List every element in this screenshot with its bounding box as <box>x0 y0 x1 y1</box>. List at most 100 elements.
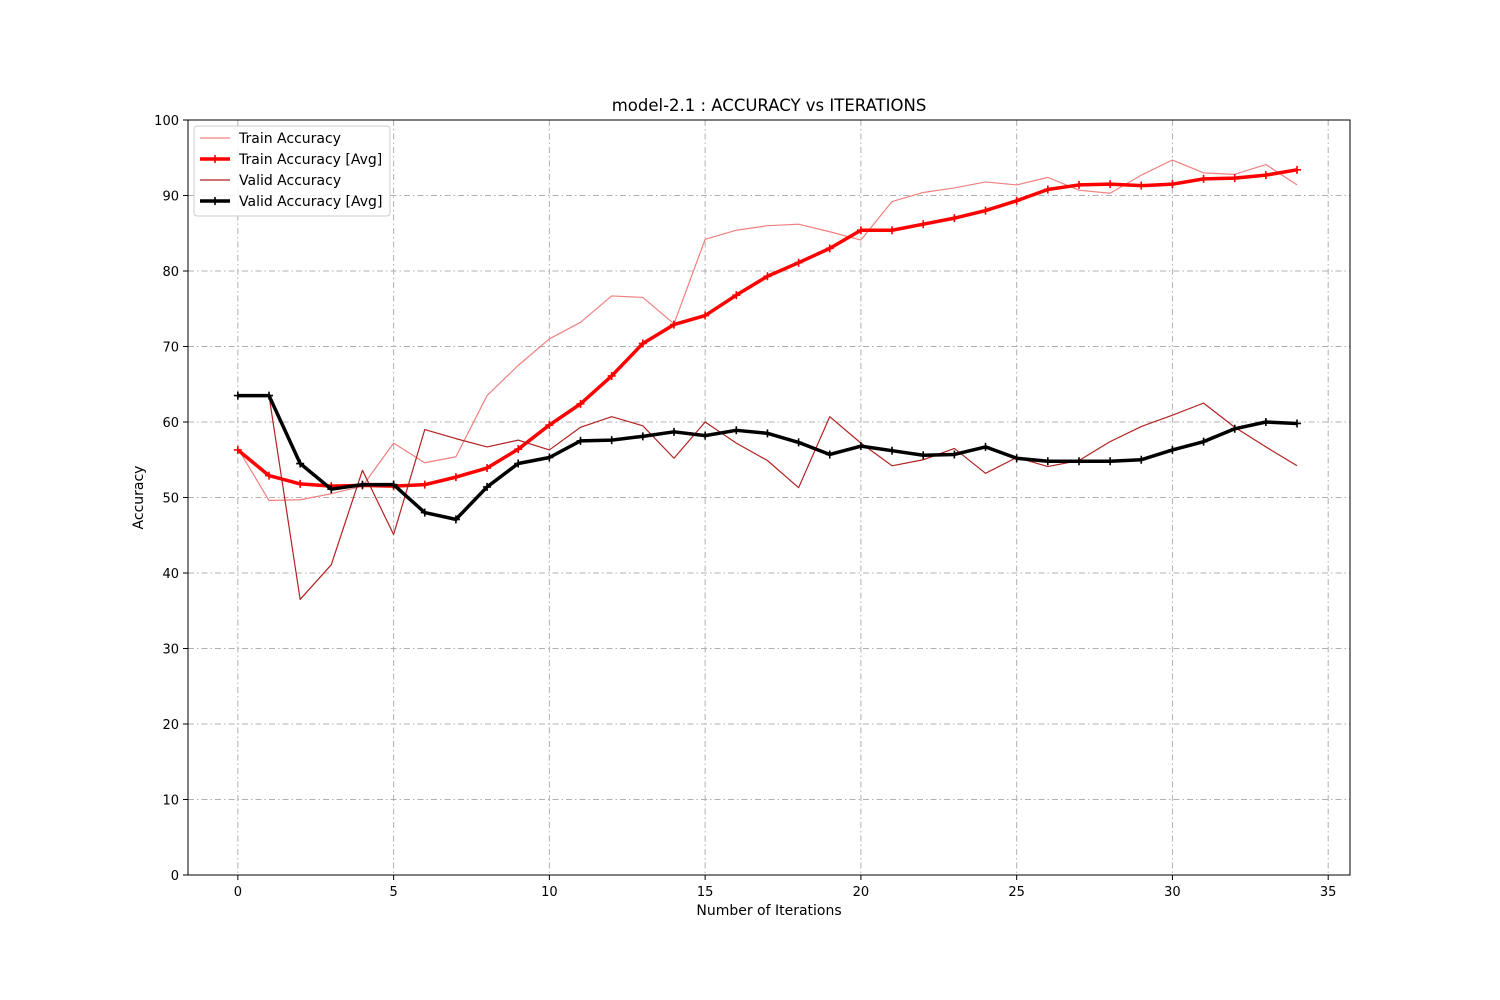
data-point <box>1012 196 1021 205</box>
data-point <box>919 451 928 460</box>
y-axis-label: Accuracy <box>131 466 147 530</box>
data-point <box>576 399 585 408</box>
x-tick-label: 35 <box>1320 885 1337 900</box>
data-point <box>514 445 523 454</box>
data-point <box>1261 418 1270 426</box>
data-point <box>233 445 242 454</box>
data-point <box>1074 457 1083 466</box>
data-point <box>950 214 959 223</box>
data-point <box>1261 171 1270 180</box>
data-point <box>638 339 647 348</box>
legend-marker <box>211 155 219 163</box>
series-valid-accuracy-avg <box>233 391 1302 524</box>
data-point <box>451 473 460 482</box>
y-tick-label: 30 <box>162 643 179 658</box>
data-point <box>1137 181 1146 190</box>
series-train-accuracy <box>237 159 1298 502</box>
y-axis: 0 10 20 30 40 50 60 70 80 90 100 <box>154 114 188 884</box>
data-point <box>1293 419 1302 428</box>
y-tick-label: 10 <box>162 794 179 809</box>
data-point <box>669 320 678 329</box>
data-point <box>1199 174 1208 183</box>
legend-frame <box>193 125 391 217</box>
data-point <box>794 438 803 447</box>
chart-title: model-2.1 : ACCURACY vs ITERATIONS <box>612 96 927 115</box>
data-point <box>1230 424 1239 433</box>
data-point <box>732 426 741 435</box>
y-tick-label: 80 <box>162 265 179 280</box>
y-tick-label: 100 <box>154 114 179 129</box>
data-point <box>825 450 834 459</box>
data-point <box>638 432 647 441</box>
data-point <box>825 244 834 253</box>
data-point <box>981 442 990 451</box>
grid <box>188 119 1350 876</box>
x-tick-label: 15 <box>697 885 714 900</box>
data-point <box>763 429 772 438</box>
data-point <box>950 450 959 459</box>
x-axis-label: Number of Iterations <box>696 903 841 919</box>
data-point <box>888 226 897 235</box>
y-tick-label: 50 <box>162 492 179 507</box>
y-tick-label: 70 <box>162 341 179 356</box>
legend-marker <box>211 197 219 205</box>
data-point <box>981 206 990 215</box>
x-tick-label: 10 <box>541 885 558 900</box>
data-point <box>420 480 429 489</box>
series-line-valid-accuracy <box>237 394 1298 601</box>
legend: Train Accuracy Train Accuracy [Avg] Valid … <box>193 125 391 217</box>
x-axis: 0 5 10 15 20 25 30 35 <box>234 875 1337 900</box>
x-tick-label: 30 <box>1164 885 1181 900</box>
series-line-train-accuracy <box>237 159 1298 502</box>
x-tick-label: 25 <box>1008 885 1025 900</box>
y-tick-label: 20 <box>162 718 179 733</box>
data-point <box>420 508 429 517</box>
y-tick-label: 40 <box>162 567 179 582</box>
data-point <box>607 371 616 380</box>
data-point <box>1043 185 1052 194</box>
x-tick-label: 20 <box>853 885 870 900</box>
data-point <box>1074 180 1083 189</box>
data-point <box>1043 457 1052 466</box>
data-point <box>296 479 305 488</box>
data-point <box>545 453 554 462</box>
data-point <box>233 391 242 400</box>
data-point <box>545 421 554 430</box>
data-point <box>919 220 928 229</box>
data-point <box>732 291 741 300</box>
series-layer <box>233 159 1302 601</box>
series-valid-accuracy <box>237 394 1298 601</box>
data-point <box>1106 180 1115 189</box>
data-point <box>327 485 336 494</box>
data-point <box>483 464 492 473</box>
data-point <box>389 480 398 489</box>
legend-label: Train Accuracy <box>238 131 341 147</box>
data-point <box>607 436 616 445</box>
data-point <box>1106 457 1115 466</box>
y-tick-label: 0 <box>171 869 179 884</box>
data-point <box>1199 437 1208 446</box>
data-point <box>514 459 523 468</box>
x-tick-label: 5 <box>389 885 397 900</box>
data-point <box>264 471 273 480</box>
legend-item-valid-accuracy: Valid Accuracy <box>200 173 341 189</box>
data-point <box>794 258 803 267</box>
data-point <box>856 442 865 451</box>
data-point <box>1168 180 1177 189</box>
data-point <box>888 446 897 455</box>
legend-label: Valid Accuracy <box>239 173 341 189</box>
data-point <box>763 272 772 281</box>
series-train-accuracy-avg <box>233 165 1302 491</box>
data-point <box>701 431 710 440</box>
y-tick-label: 60 <box>162 416 179 431</box>
data-point <box>264 391 273 400</box>
data-point <box>1012 454 1021 463</box>
legend-label: Train Accuracy [Avg] <box>238 152 382 168</box>
data-point <box>576 436 585 445</box>
x-tick-label: 0 <box>234 885 242 900</box>
data-point <box>296 459 305 468</box>
data-point <box>669 427 678 436</box>
data-point <box>1137 455 1146 464</box>
data-point <box>451 515 460 524</box>
